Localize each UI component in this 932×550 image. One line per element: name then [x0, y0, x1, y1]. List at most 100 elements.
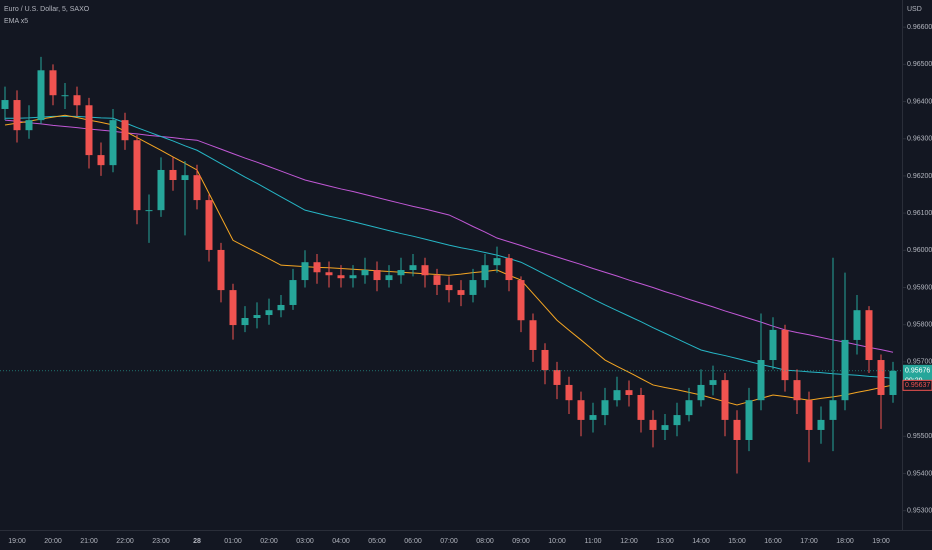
candle-body [397, 270, 405, 276]
candle-body [793, 380, 801, 401]
y-tick-label: 0.95400 [907, 470, 932, 477]
candle-body [589, 415, 597, 420]
candle-body [889, 370, 897, 395]
candle-body [121, 120, 129, 141]
last-price-label: 0.95676 [905, 368, 930, 375]
x-tick-label: 23:00 [152, 538, 170, 545]
x-tick-label: 12:00 [620, 538, 638, 545]
candle-body [241, 318, 249, 326]
candle-body [829, 400, 837, 420]
x-tick-label: 18:00 [836, 538, 854, 545]
y-tick-label: 0.96100 [907, 210, 932, 217]
candle-body [37, 70, 45, 121]
candle-body [517, 280, 525, 321]
candle-body [481, 265, 489, 281]
candle-body [109, 120, 117, 166]
candle-body [25, 120, 33, 131]
y-tick-label: 0.96000 [907, 247, 932, 254]
y-tick-label: 0.95800 [907, 322, 932, 329]
x-tick-label: 10:00 [548, 538, 566, 545]
plot-area [1, 56, 897, 474]
candle-body [361, 270, 369, 276]
x-tick-label: 17:00 [800, 538, 818, 545]
y-tick-label: 0.95500 [907, 433, 932, 440]
candle-body [721, 380, 729, 420]
candle-body [253, 315, 261, 318]
candle-body [853, 310, 861, 340]
candle-body [529, 320, 537, 350]
y-tick-label: 0.96600 [907, 24, 932, 31]
x-tick-label: 03:00 [296, 538, 314, 545]
candle-body [61, 95, 69, 97]
x-tick-label: 08:00 [476, 538, 494, 545]
candle-body [733, 419, 741, 440]
x-tick-label: 14:00 [692, 538, 710, 545]
price-marker-label: 0.95637 [905, 382, 930, 389]
candle-body [601, 400, 609, 416]
candle-body [409, 265, 417, 271]
candle-body [157, 169, 165, 211]
candle-body [457, 290, 465, 295]
candle-body [145, 210, 153, 212]
candle-body [469, 280, 477, 295]
x-tick-label: 04:00 [332, 538, 350, 545]
y-tick-label: 0.96400 [907, 98, 932, 105]
x-tick-label: 05:00 [368, 538, 386, 545]
candle-body [193, 175, 201, 201]
candle-body [13, 100, 21, 131]
indicator-legend: EMA x5 [4, 18, 28, 25]
candle-body [865, 310, 873, 361]
chart-title: Euro / U.S. Dollar, 5, SAXO [4, 6, 90, 13]
candle-body [709, 380, 717, 385]
candle-body [649, 419, 657, 430]
candle-body [217, 249, 225, 291]
y-tick-label: 0.95700 [907, 359, 932, 366]
ema-line [4, 119, 894, 353]
candle-body [625, 390, 633, 395]
x-tick-label: 22:00 [116, 538, 134, 545]
price-marker-badge [902, 379, 932, 391]
x-tick-label: 19:00 [872, 538, 890, 545]
candle-body [301, 262, 309, 281]
candle-body [805, 400, 813, 430]
candle-body [277, 304, 285, 311]
candle-body [49, 70, 57, 96]
ema-line [5, 115, 894, 379]
candle-body [661, 425, 669, 430]
y-tick-label: 0.96500 [907, 61, 932, 68]
currency-label: USD [907, 6, 922, 13]
x-tick-label: 19:00 [8, 538, 26, 545]
x-tick-label: 06:00 [404, 538, 422, 545]
candle-body [73, 95, 81, 106]
x-tick-label: 16:00 [764, 538, 782, 545]
candle-body [877, 360, 885, 395]
x-tick-label: 28 [193, 538, 201, 545]
x-tick-label: 21:00 [80, 538, 98, 545]
candle-body [781, 329, 789, 381]
candle-body [769, 329, 777, 361]
x-tick-label: 13:00 [656, 538, 674, 545]
candle-body [1, 100, 9, 109]
candle-body [577, 400, 585, 420]
candle-body [841, 339, 849, 401]
candle-body [697, 384, 705, 401]
candle-body [673, 415, 681, 426]
x-tick-label: 20:00 [44, 538, 62, 545]
x-tick-label: 02:00 [260, 538, 278, 545]
candle-body [229, 290, 237, 326]
candle-body [205, 200, 213, 250]
candle-body [313, 262, 321, 273]
candle-body [133, 140, 141, 211]
candle-body [745, 400, 753, 440]
y-tick-label: 0.96300 [907, 136, 932, 143]
candle-body [85, 105, 93, 156]
x-tick-label: 01:00 [224, 538, 242, 545]
candle-body [169, 169, 177, 181]
candle-body [373, 270, 381, 281]
candle-body [541, 349, 549, 371]
x-tick-label: 15:00 [728, 538, 746, 545]
candle-body [385, 275, 393, 281]
candle-body [493, 258, 501, 266]
candle-body [337, 275, 345, 279]
